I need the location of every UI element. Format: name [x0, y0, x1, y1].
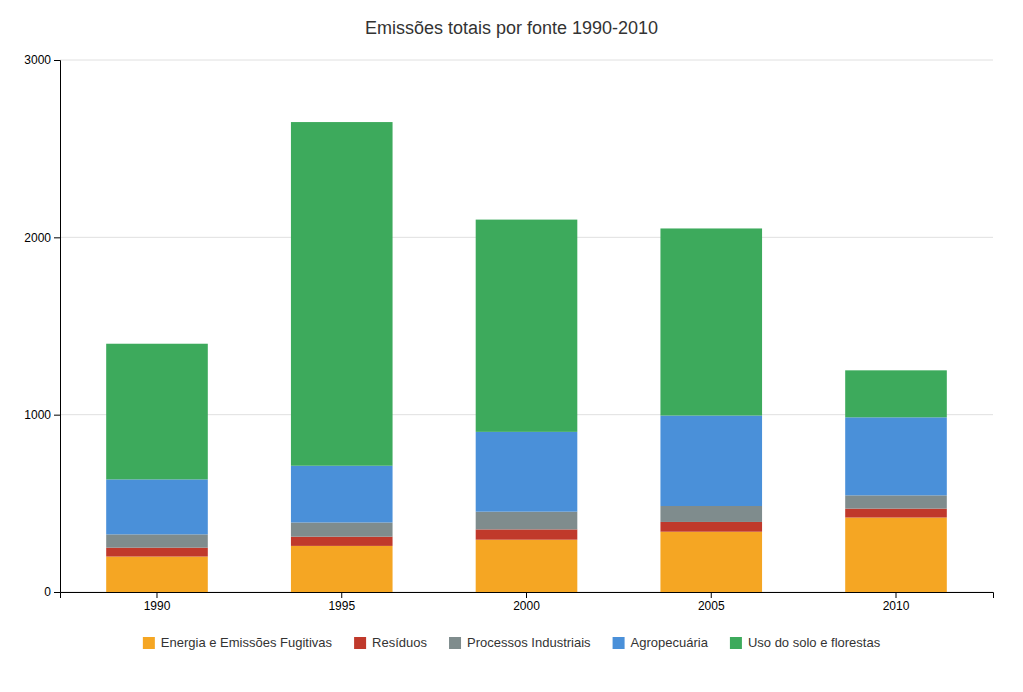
- legend-item: Processos Industriais: [449, 635, 591, 650]
- chart: Emissões totais por fonte 1990-2010 0 1000…: [0, 0, 1023, 692]
- x-tick-label: 2000: [513, 599, 540, 613]
- bar: [476, 432, 578, 512]
- bar-series: [106, 122, 947, 479]
- x-tick-mark: [896, 592, 897, 598]
- x-tick-mark: [156, 592, 157, 598]
- y-tick-mark: [54, 237, 60, 238]
- legend-item: Energia e Emissões Fugitivas: [143, 635, 333, 650]
- bar: [476, 220, 578, 432]
- bar: [660, 522, 762, 532]
- x-tick-label: 2005: [698, 599, 725, 613]
- legend-label: Processos Industriais: [467, 635, 591, 650]
- bar: [476, 512, 578, 530]
- y-axis-line: [54, 61, 61, 593]
- x-tick: 1995: [328, 592, 355, 613]
- bar-series: [106, 509, 947, 557]
- legend-item: Agropecuária: [613, 635, 709, 650]
- bar: [291, 466, 393, 523]
- bar: [845, 518, 947, 592]
- bar: [106, 557, 208, 592]
- x-tick: 2010: [883, 592, 910, 613]
- x-tick: 1990: [144, 592, 171, 613]
- bar: [291, 122, 393, 466]
- bar: [660, 228, 762, 415]
- bar: [106, 344, 208, 480]
- legend-label: Uso do solo e florestas: [748, 635, 881, 650]
- bar-series: [106, 416, 947, 535]
- x-tick-mark: [711, 592, 712, 598]
- bar: [106, 534, 208, 547]
- y-axis: 0 1000 2000 3000: [24, 53, 60, 599]
- legend-label: Resíduos: [372, 635, 427, 650]
- x-tick-label: 2010: [883, 599, 910, 613]
- y-tick-label: 3000: [24, 53, 51, 67]
- bar: [476, 540, 578, 592]
- x-axis-line: [61, 593, 994, 599]
- x-tick: 2000: [513, 592, 540, 613]
- bar: [106, 548, 208, 557]
- bar: [845, 370, 947, 417]
- y-tick: 0: [44, 585, 60, 599]
- bar: [845, 417, 947, 495]
- x-tick-label: 1990: [144, 599, 171, 613]
- title: Emissões totais por fonte 1990-2010: [365, 18, 658, 38]
- plot: 0 1000 2000 3000 1990 1995 2000 2005 2010: [24, 53, 993, 612]
- bar: [660, 506, 762, 522]
- y-tick-label: 2000: [24, 231, 51, 245]
- y-tick: 1000: [24, 408, 60, 422]
- bar: [291, 546, 393, 592]
- grid: [60, 60, 993, 592]
- x-tick: 2005: [698, 592, 725, 613]
- bar: [476, 529, 578, 539]
- bar: [660, 532, 762, 592]
- y-tick: 2000: [24, 231, 60, 245]
- legend-swatch: [449, 637, 461, 649]
- bar: [660, 416, 762, 506]
- y-tick-mark: [54, 60, 60, 61]
- bar: [291, 537, 393, 546]
- legend: Energia e Emissões Fugitivas Resíduos Proc…: [143, 635, 881, 650]
- legend-swatch: [143, 637, 155, 649]
- grid-line: [60, 60, 993, 61]
- legend-item: Resíduos: [354, 635, 427, 650]
- bar: [845, 509, 947, 518]
- legend-item: Uso do solo e florestas: [730, 635, 881, 650]
- bar: [106, 479, 208, 534]
- y-tick-mark: [54, 592, 60, 593]
- y-tick-label: 1000: [24, 408, 51, 422]
- bars: [106, 122, 947, 592]
- legend-label: Energia e Emissões Fugitivas: [161, 635, 333, 650]
- bar: [291, 522, 393, 536]
- y-tick-label: 0: [44, 585, 51, 599]
- bar: [845, 495, 947, 508]
- x-axis: 1990 1995 2000 2005 2010: [61, 592, 994, 613]
- legend-swatch: [730, 637, 742, 649]
- legend-label: Agropecuária: [631, 635, 709, 650]
- x-tick-label: 1995: [328, 599, 355, 613]
- x-tick-mark: [526, 592, 527, 598]
- x-tick-mark: [341, 592, 342, 598]
- legend-swatch: [354, 637, 366, 649]
- y-tick: 3000: [24, 53, 60, 67]
- y-tick-mark: [54, 415, 60, 416]
- legend-swatch: [613, 637, 625, 649]
